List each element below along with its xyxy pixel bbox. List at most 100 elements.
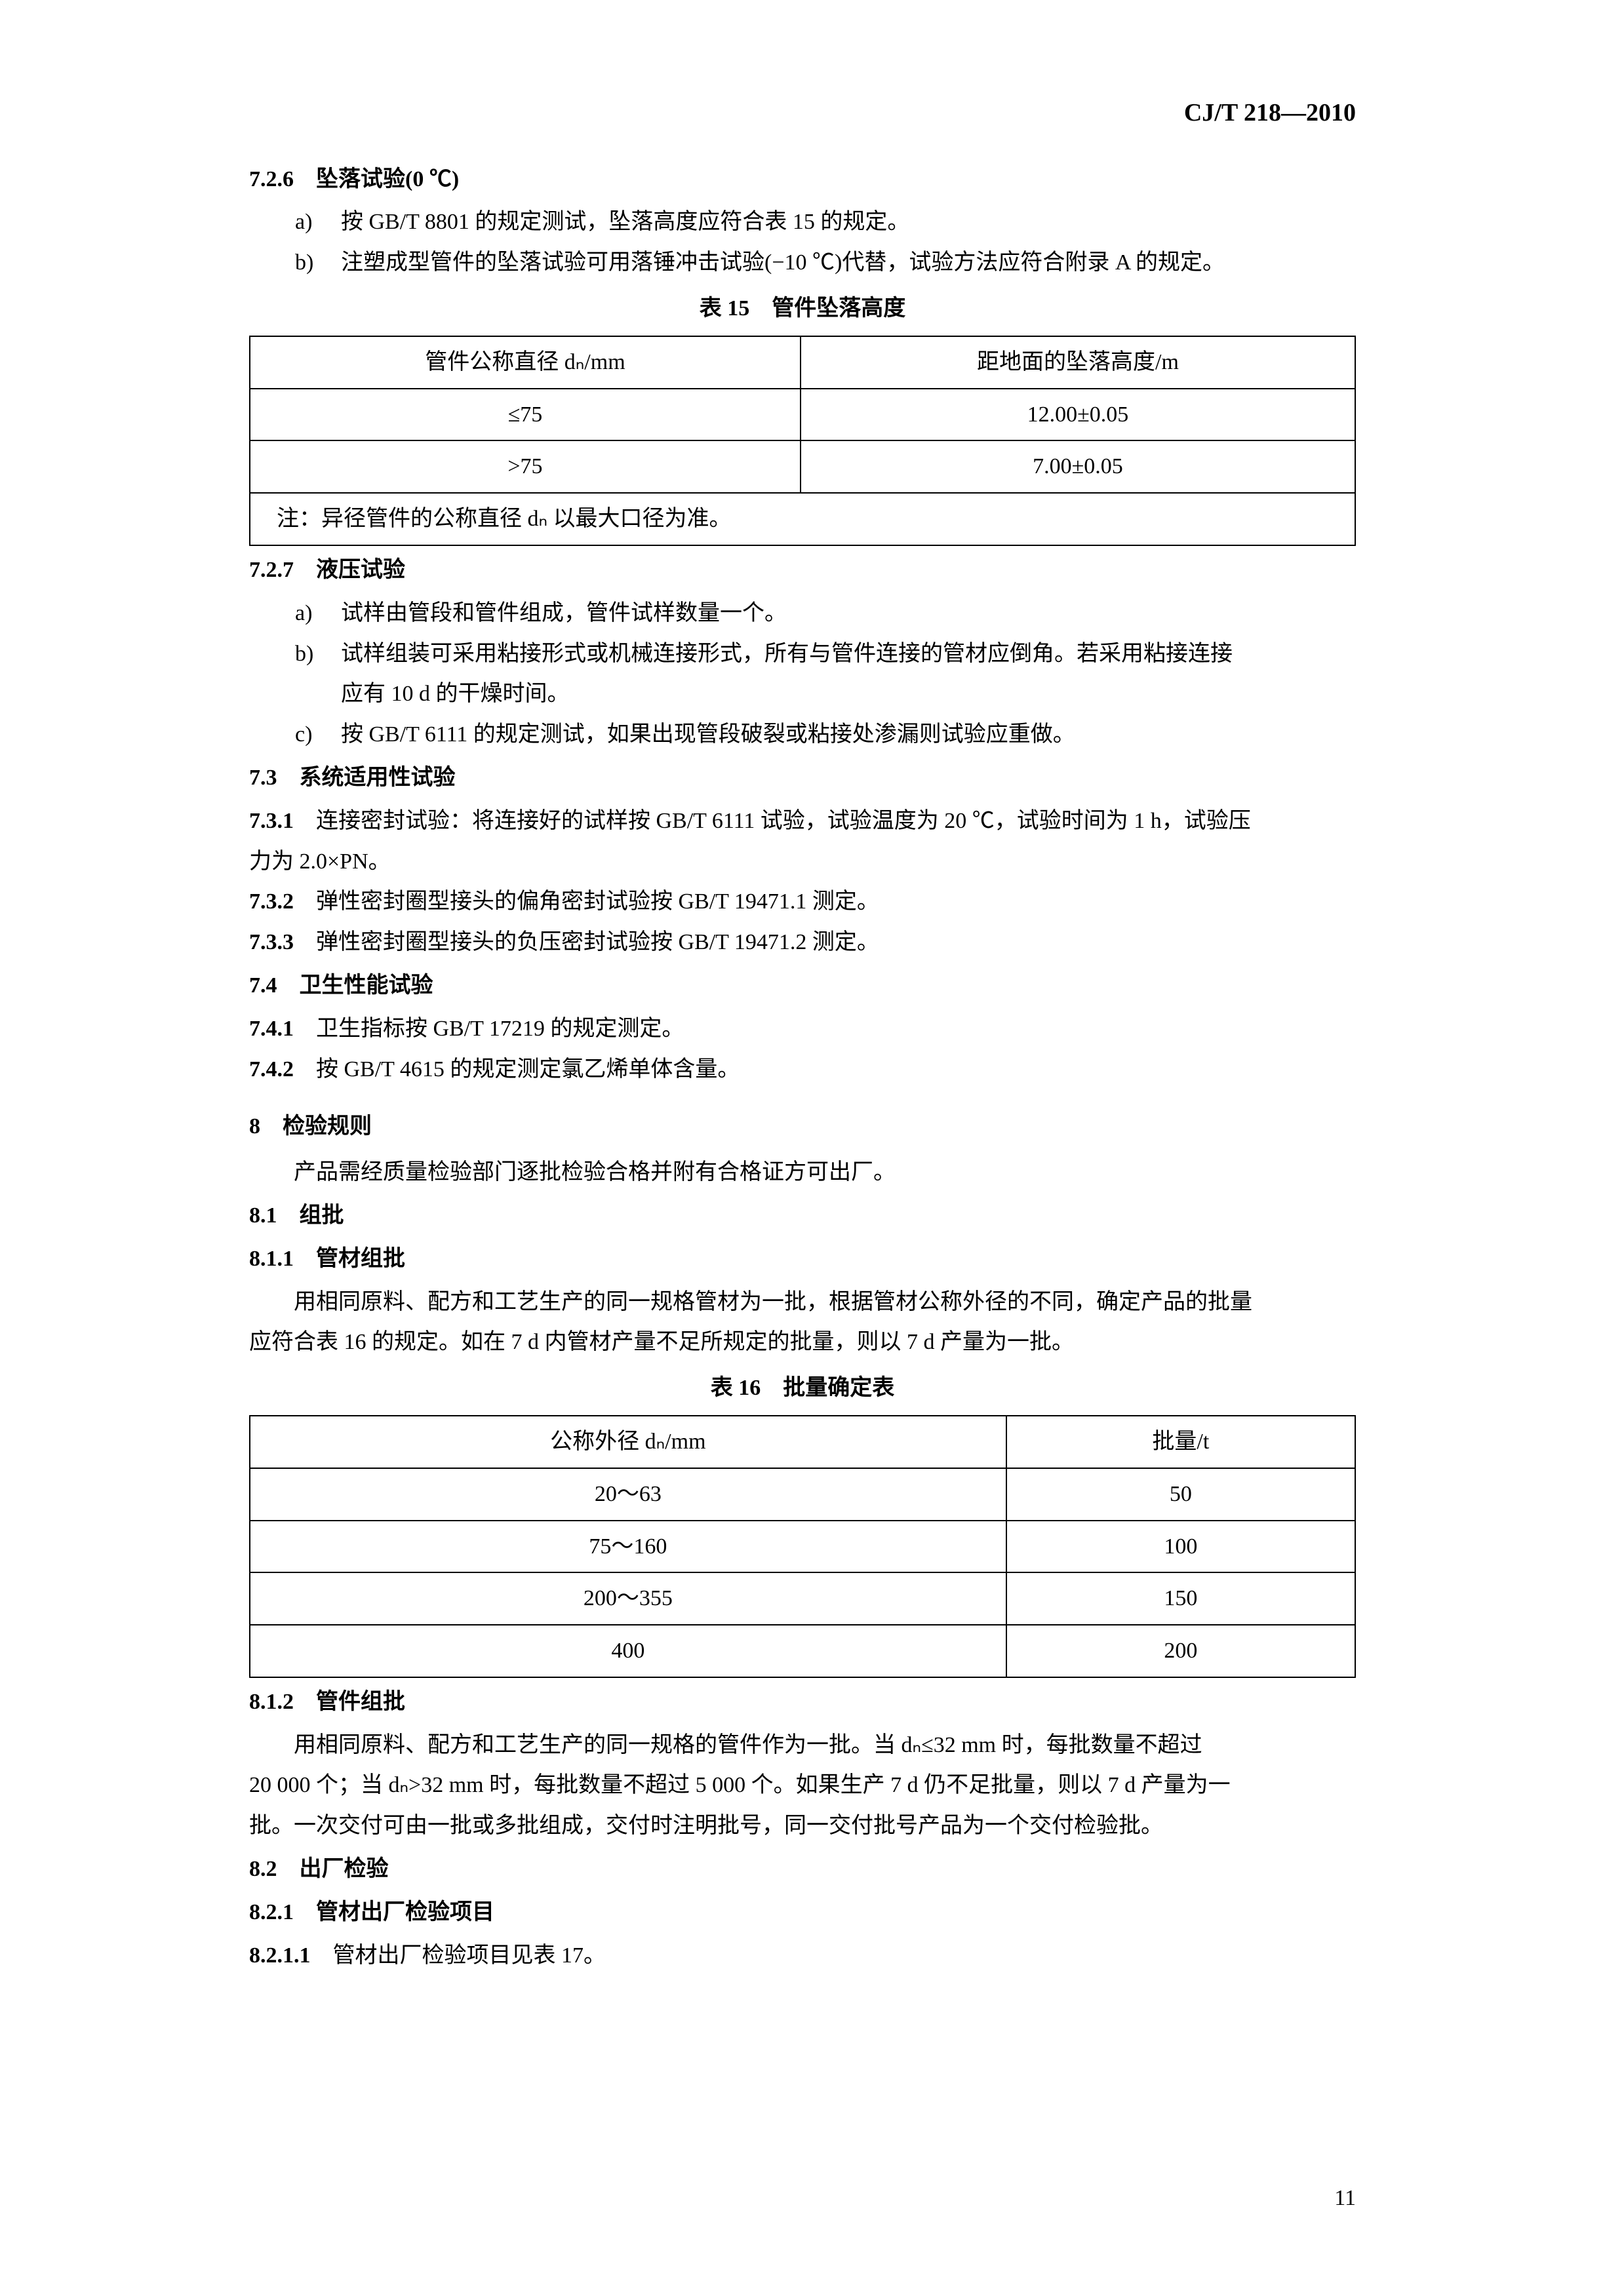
table-cell: 200～355: [250, 1572, 1006, 1625]
table-note-row: 注：异径管件的公称直径 dₙ 以最大口径为准。: [250, 493, 1355, 545]
body-text: 20 000 个；当 dₙ>32 mm 时，每批数量不超过 5 000 个。如果…: [249, 1766, 1356, 1804]
list-text: 按 GB/T 6111 的规定测试，如果出现管段破裂或粘接处渗漏则试验应重做。: [341, 722, 1075, 747]
section-num: 7.2.6: [249, 167, 294, 191]
section-num: 7.4.1: [249, 1017, 294, 1041]
section-7-2-7: 7.2.7 液压试验: [249, 551, 1356, 589]
table-cell: 7.00±0.05: [801, 440, 1355, 493]
section-8-2-1-1: 8.2.1.1 管材出厂检验项目见表 17。: [249, 1937, 1356, 1975]
table-cell: 75～160: [250, 1521, 1006, 1573]
body-text: 卫生指标按 GB/T 17219 的规定测定。: [316, 1017, 684, 1041]
section-heading: 液压试验: [316, 558, 405, 582]
section-8: 8 检验规则: [249, 1108, 1356, 1146]
list-continuation: 应有 10 d 的干燥时间。: [249, 675, 1356, 713]
section-num: 7.4.2: [249, 1057, 294, 1081]
body-text: 用相同原料、配方和工艺生产的同一规格的管件作为一批。当 dₙ≤32 mm 时，每…: [249, 1726, 1356, 1764]
section-7-3: 7.3 系统适用性试验: [249, 759, 1356, 797]
section-heading: 管件组批: [316, 1690, 405, 1714]
section-heading: 组批: [300, 1203, 344, 1228]
list-marker: b): [295, 244, 341, 282]
table-cell: 400: [250, 1625, 1006, 1677]
section-num: 8.2.1.1: [249, 1943, 311, 1968]
table-row: 75～160 100: [250, 1521, 1355, 1573]
table-row: 20～63 50: [250, 1468, 1355, 1521]
table-15-caption: 表 15 管件坠落高度: [249, 290, 1356, 328]
table-16: 公称外径 dₙ/mm 批量/t 20～63 50 75～160 100 200～…: [249, 1415, 1356, 1678]
section-8-1: 8.1 组批: [249, 1197, 1356, 1235]
list-item-c: c)按 GB/T 6111 的规定测试，如果出现管段破裂或粘接处渗漏则试验应重做…: [249, 716, 1356, 754]
table-row: >75 7.00±0.05: [250, 440, 1355, 493]
table-row: 管件公称直径 dₙ/mm 距地面的坠落高度/m: [250, 336, 1355, 389]
section-8-2-1: 8.2.1 管材出厂检验项目: [249, 1894, 1356, 1932]
section-heading: 坠落试验(0 ℃): [316, 167, 459, 191]
table-row: 公称外径 dₙ/mm 批量/t: [250, 1416, 1355, 1468]
section-heading: 系统适用性试验: [300, 766, 456, 790]
body-text: 弹性密封圈型接头的偏角密封试验按 GB/T 19471.1 测定。: [316, 889, 879, 914]
table-note-cell: 注：异径管件的公称直径 dₙ 以最大口径为准。: [250, 493, 1355, 545]
list-text: 试样由管段和管件组成，管件试样数量一个。: [341, 601, 787, 625]
section-num: 7.3.2: [249, 889, 294, 914]
section-num: 7.3.3: [249, 930, 294, 954]
table-cell: 100: [1006, 1521, 1355, 1573]
body-text: 用相同原料、配方和工艺生产的同一规格管材为一批，根据管材公称外径的不同，确定产品…: [249, 1283, 1356, 1321]
table-cell: 150: [1006, 1572, 1355, 1625]
table-row: 200～355 150: [250, 1572, 1355, 1625]
table-header-cell: 公称外径 dₙ/mm: [250, 1416, 1006, 1468]
list-marker: a): [295, 203, 341, 241]
list-text: 试样组装可采用粘接形式或机械连接形式，所有与管件连接的管材应倒角。若采用粘接连接: [341, 642, 1233, 666]
section-num: 8.1.2: [249, 1690, 294, 1714]
section-heading: 管材组批: [316, 1247, 405, 1271]
section-num: 8.1: [249, 1203, 277, 1228]
section-7-4: 7.4 卫生性能试验: [249, 967, 1356, 1005]
section-num: 8.2.1: [249, 1900, 294, 1924]
section-num: 7.3: [249, 766, 277, 790]
body-text: 力为 2.0×PN。: [249, 843, 1356, 881]
section-num: 8.2: [249, 1857, 277, 1881]
list-marker: c): [295, 716, 341, 754]
section-7-4-1: 7.4.1 卫生指标按 GB/T 17219 的规定测定。: [249, 1010, 1356, 1048]
list-text: 注塑成型管件的坠落试验可用落锤冲击试验(−10 ℃)代替，试验方法应符合附录 A…: [341, 250, 1225, 275]
section-num: 7.4: [249, 973, 277, 998]
table-cell: 12.00±0.05: [801, 389, 1355, 441]
body-text: 连接密封试验：将连接好的试样按 GB/T 6111 试验，试验温度为 20 ℃，…: [316, 809, 1251, 833]
list-item-a: a)按 GB/T 8801 的规定测试，坠落高度应符合表 15 的规定。: [249, 203, 1356, 241]
table-cell: 200: [1006, 1625, 1355, 1677]
section-7-2-6: 7.2.6 坠落试验(0 ℃): [249, 161, 1356, 199]
table-cell: ≤75: [250, 389, 801, 441]
section-7-3-3: 7.3.3 弹性密封圈型接头的负压密封试验按 GB/T 19471.2 测定。: [249, 924, 1356, 962]
list-item-b: b)试样组装可采用粘接形式或机械连接形式，所有与管件连接的管材应倒角。若采用粘接…: [249, 635, 1356, 673]
body-text: 产品需经质量检验部门逐批检验合格并附有合格证方可出厂。: [249, 1154, 1356, 1192]
table-15: 管件公称直径 dₙ/mm 距地面的坠落高度/m ≤75 12.00±0.05 >…: [249, 336, 1356, 546]
section-num: 7.2.7: [249, 558, 294, 582]
table-cell: 20～63: [250, 1468, 1006, 1521]
body-text: 按 GB/T 4615 的规定测定氯乙烯单体含量。: [316, 1057, 740, 1081]
table-header-cell: 批量/t: [1006, 1416, 1355, 1468]
table-cell: 50: [1006, 1468, 1355, 1521]
section-heading: 管材出厂检验项目: [316, 1900, 494, 1924]
page-number: 11: [1334, 2179, 1356, 2217]
section-7-3-1: 7.3.1 连接密封试验：将连接好的试样按 GB/T 6111 试验，试验温度为…: [249, 802, 1356, 840]
list-marker: a): [295, 594, 341, 632]
body-text: 批。一次交付可由一批或多批组成，交付时注明批号，同一交付批号产品为一个交付检验批…: [249, 1807, 1356, 1845]
list-text: 按 GB/T 8801 的规定测试，坠落高度应符合表 15 的规定。: [341, 210, 909, 234]
table-header-cell: 管件公称直径 dₙ/mm: [250, 336, 801, 389]
body-text: 管材出厂检验项目见表 17。: [333, 1943, 606, 1968]
body-text: 弹性密封圈型接头的负压密封试验按 GB/T 19471.2 测定。: [316, 930, 879, 954]
section-7-4-2: 7.4.2 按 GB/T 4615 的规定测定氯乙烯单体含量。: [249, 1051, 1356, 1089]
table-row: 400 200: [250, 1625, 1355, 1677]
section-heading: 卫生性能试验: [300, 973, 433, 998]
section-7-3-2: 7.3.2 弹性密封圈型接头的偏角密封试验按 GB/T 19471.1 测定。: [249, 883, 1356, 921]
list-marker: b): [295, 635, 341, 673]
section-8-2: 8.2 出厂检验: [249, 1850, 1356, 1888]
section-8-1-1: 8.1.1 管材组批: [249, 1240, 1356, 1278]
table-row: ≤75 12.00±0.05: [250, 389, 1355, 441]
body-text: 应符合表 16 的规定。如在 7 d 内管材产量不足所规定的批量，则以 7 d …: [249, 1323, 1356, 1361]
section-8-1-2: 8.1.2 管件组批: [249, 1683, 1356, 1721]
list-item-a: a)试样由管段和管件组成，管件试样数量一个。: [249, 594, 1356, 632]
table-16-caption: 表 16 批量确定表: [249, 1369, 1356, 1407]
section-num: 8.1.1: [249, 1247, 294, 1271]
list-item-b: b)注塑成型管件的坠落试验可用落锤冲击试验(−10 ℃)代替，试验方法应符合附录…: [249, 244, 1356, 282]
section-heading: 检验规则: [283, 1114, 372, 1138]
table-cell: >75: [250, 440, 801, 493]
standard-code: CJ/T 218—2010: [249, 92, 1356, 134]
section-num: 8: [249, 1114, 260, 1138]
